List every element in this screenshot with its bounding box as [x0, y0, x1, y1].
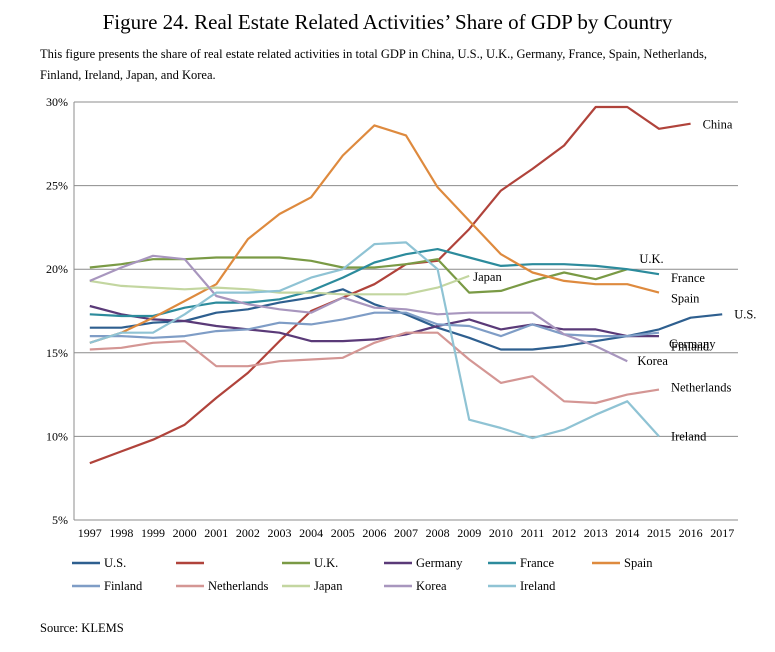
- x-tick-label: 1997: [78, 526, 102, 540]
- series-line: [89, 304, 659, 343]
- series-line: [89, 241, 660, 440]
- legend-label: Ireland: [520, 579, 556, 593]
- legend-label: U.S.: [104, 556, 126, 570]
- series-line: [89, 105, 691, 465]
- series-end-label: China: [703, 118, 733, 132]
- x-tick-label: 2012: [552, 526, 576, 540]
- x-tick-label: 2007: [394, 526, 418, 540]
- series-end-label: Korea: [637, 354, 668, 368]
- y-tick-label: 15%: [46, 346, 68, 360]
- x-tick-label: 2001: [204, 526, 228, 540]
- series-line: [89, 254, 628, 363]
- x-tick-label: 2010: [489, 526, 513, 540]
- series-line: [89, 248, 660, 318]
- x-tick-label: 2002: [236, 526, 260, 540]
- axes: 5% 10% 15% 20% 25% 30% 1997 1998 1999 2000 2001 200…: [46, 95, 734, 540]
- source-note: Source: KLEMS: [40, 621, 124, 635]
- x-tick-label: 2005: [331, 526, 355, 540]
- series-end-label: Finland: [671, 340, 710, 354]
- series-end-label: Ireland: [671, 429, 707, 443]
- x-tick-label: 2011: [521, 526, 545, 540]
- x-tick-label: 2017: [710, 526, 734, 540]
- legend-label: Germany: [416, 556, 463, 570]
- x-tick-label: 1998: [109, 526, 133, 540]
- chart-title: Figure 24. Real Estate Related Activitie…: [102, 10, 673, 34]
- legend-label: Finland: [104, 579, 143, 593]
- y-tick-label: 10%: [46, 429, 68, 443]
- legend-label: Korea: [416, 579, 447, 593]
- series-line: [89, 124, 660, 344]
- series-end-label: U.K.: [639, 252, 663, 266]
- series-line: [89, 256, 628, 294]
- x-tick-label: 2016: [679, 526, 703, 540]
- series-line: [89, 311, 660, 339]
- end-labels: U.S. China U.K. Germany France Spain Finland Ne…: [473, 118, 756, 444]
- legend-label: Japan: [314, 579, 343, 593]
- x-tick-label: 2008: [426, 526, 450, 540]
- series-line: [89, 274, 470, 296]
- x-tick-label: 2013: [584, 526, 608, 540]
- series-lines: [89, 105, 723, 465]
- y-tick-label: 30%: [46, 95, 68, 109]
- x-tick-label: 1999: [141, 526, 165, 540]
- series-end-label: Netherlands: [671, 381, 732, 395]
- series-end-label: U.S.: [734, 307, 756, 321]
- y-tick-label: 5%: [52, 513, 68, 527]
- series-end-label: France: [671, 271, 705, 285]
- series-line: [89, 331, 660, 405]
- x-tick-label: 2006: [362, 526, 386, 540]
- x-tick-label: 2000: [173, 526, 197, 540]
- series-end-label: Germany: [669, 337, 716, 351]
- x-tick-label: 2009: [457, 526, 481, 540]
- x-tick-label: 2015: [647, 526, 671, 540]
- x-tick-label: 2003: [268, 526, 292, 540]
- series-line: [89, 288, 723, 351]
- series-end-label: Spain: [671, 292, 700, 306]
- legend-label: U.K.: [314, 556, 338, 570]
- x-tick-label: 2004: [299, 526, 323, 540]
- legend-label: Spain: [624, 556, 653, 570]
- y-tick-label: 25%: [46, 179, 68, 193]
- legend: U.S. U.K. Germany France Spain Finland Netherl…: [72, 556, 653, 593]
- x-tick-label: 2014: [615, 526, 639, 540]
- chart-subtitle: This figure presents the share of real e…: [40, 47, 707, 82]
- legend-label: Netherlands: [208, 579, 269, 593]
- series-end-label: Japan: [473, 270, 502, 284]
- legend-label: France: [520, 556, 554, 570]
- y-tick-label: 20%: [46, 262, 68, 276]
